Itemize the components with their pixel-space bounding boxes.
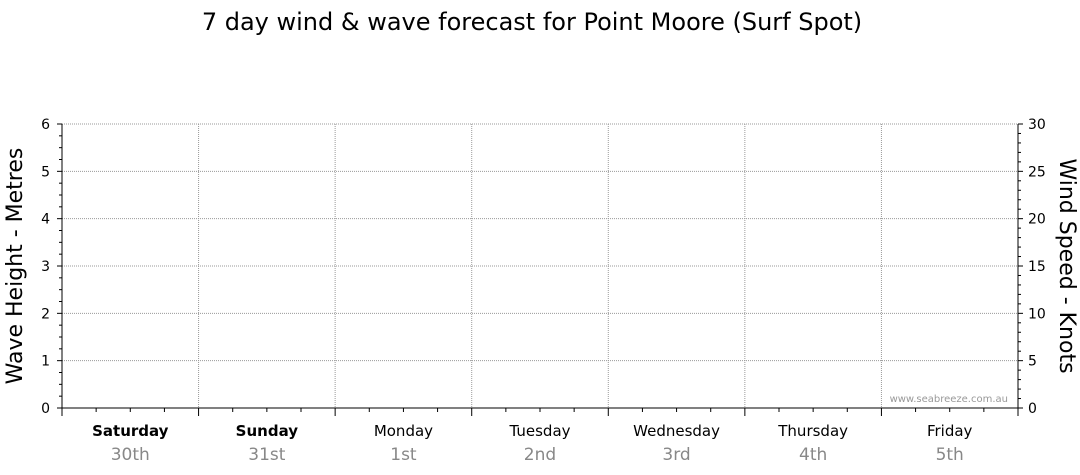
day-date-label: 3rd — [662, 445, 690, 465]
right-tick-label: 5 — [1028, 354, 1037, 370]
right-tick-label: 30 — [1028, 117, 1046, 133]
grid-lines — [62, 123, 1018, 408]
right-axis-ticks: 0 5 10 15 20 25 30 — [1018, 117, 1046, 417]
day-name-label: Sunday — [236, 422, 299, 440]
day-name-label: Thursday — [777, 422, 848, 440]
left-tick-label: 4 — [41, 212, 50, 228]
left-tick-label: 1 — [41, 354, 50, 370]
right-tick-label: 15 — [1028, 259, 1046, 275]
axes — [61, 124, 1019, 416]
chart-title: 7 day wind & wave forecast for Point Moo… — [202, 8, 862, 36]
day-date-label: 5th — [936, 445, 964, 465]
day-name-label: Saturday — [92, 422, 169, 440]
watermark-text: www.seabreeze.com.au — [890, 394, 1008, 405]
left-tick-label: 5 — [41, 164, 50, 180]
day-name-label: Monday — [374, 422, 433, 440]
day-labels: Saturday 30th Sunday 31st Monday 1st Tuesday 2n… — [92, 422, 972, 465]
left-tick-label: 2 — [41, 306, 50, 322]
right-axis-title: Wind Speed - Knots — [1054, 158, 1079, 373]
day-date-label: 30th — [111, 445, 150, 465]
left-tick-label: 6 — [41, 117, 50, 133]
day-date-label: 1st — [390, 445, 417, 465]
day-name-label: Wednesday — [633, 422, 720, 440]
left-tick-label: 0 — [41, 401, 50, 417]
left-axis-title: Wave Height - Metres — [3, 148, 28, 385]
right-tick-label: 0 — [1028, 401, 1037, 417]
day-name-label: Tuesday — [508, 422, 570, 440]
day-name-label: Friday — [927, 422, 973, 440]
right-tick-label: 25 — [1028, 164, 1046, 180]
day-date-label: 4th — [799, 445, 827, 465]
day-date-label: 31st — [248, 445, 285, 465]
left-axis-ticks: 0 1 2 3 4 5 6 — [41, 117, 62, 417]
right-tick-label: 20 — [1028, 212, 1046, 228]
day-date-label: 2nd — [524, 445, 556, 465]
right-tick-label: 10 — [1028, 306, 1046, 322]
left-tick-label: 3 — [41, 259, 50, 275]
